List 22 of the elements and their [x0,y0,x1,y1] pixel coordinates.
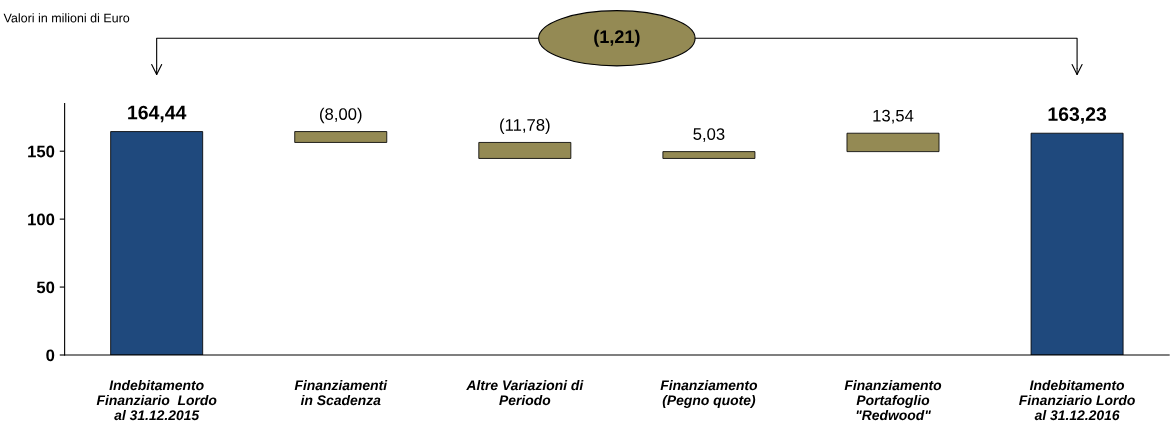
y-tick-label: 0 [46,349,55,362]
text: Valori in milioni di Euro [3,13,130,23]
x-tick-label: Finanziamenti in Scadenza [294,380,388,406]
x-tick-label: Finanziamento (Pegno quote) [660,380,758,408]
data-label: 163,23 [1048,107,1107,124]
y-tick-label: 100 [28,213,55,226]
data-label: (8,00) [320,107,362,124]
y-tick-label: 50 [36,281,55,294]
x-tick-label: Altre Variazioni di Periodo [466,380,584,406]
bar [478,142,572,159]
bar [846,132,940,153]
x-tick-label: Indebitamento Finanziario Lordo al 31.12.2016 [1019,380,1135,421]
x-tick-label: Finanziamento Portafoglio "Redwood" [844,380,942,421]
data-label: 13,54 [873,109,914,124]
bar [662,151,756,159]
x-tick-label: Indebitamento Finanziario Lordo al 31.12.2015 [96,380,217,421]
y-tick-label: 150 [28,145,55,158]
text: (1,21) [594,29,640,47]
data-label: 5,03 [693,128,725,142]
data-label: (11,78) [500,118,550,135]
bar [294,131,388,143]
data-label: 164,44 [128,105,187,123]
